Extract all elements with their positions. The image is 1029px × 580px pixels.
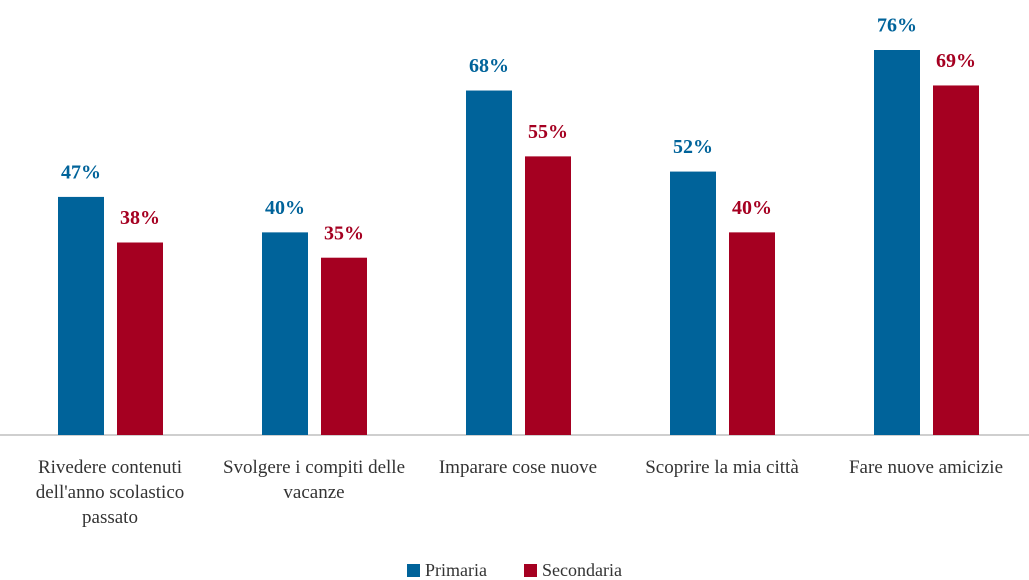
value-label: 40% — [732, 197, 772, 219]
bar — [525, 156, 571, 435]
value-label: 69% — [936, 50, 976, 72]
legend-swatch — [524, 564, 537, 577]
bar — [874, 50, 920, 435]
bar — [729, 232, 775, 435]
value-label: 55% — [528, 121, 568, 143]
value-label: 76% — [877, 15, 917, 37]
value-label: 68% — [469, 55, 509, 77]
x-tick-label: Svolgere i compiti delle vacanze — [222, 457, 406, 503]
x-tick-label: Fare nuove amicizie — [848, 457, 1004, 478]
legend-label: Primaria — [425, 560, 487, 580]
legend-label: Secondaria — [542, 560, 622, 580]
legend-item: Primaria — [407, 560, 487, 580]
value-label: 35% — [324, 222, 364, 244]
bar — [670, 171, 716, 435]
legend-swatch — [407, 564, 420, 577]
bar — [262, 232, 308, 435]
bar — [933, 85, 979, 436]
legend-item: Secondaria — [524, 560, 622, 580]
value-label: 47% — [61, 162, 101, 184]
bar — [117, 242, 163, 435]
bar — [466, 90, 512, 436]
value-label: 38% — [120, 207, 160, 229]
bar — [321, 257, 367, 435]
x-tick-label: Imparare cose nuove — [438, 457, 598, 478]
bar — [58, 196, 104, 435]
x-tick-label: Rivedere contenuti dell'anno scolastico … — [35, 457, 185, 528]
x-tick-label: Scoprire la mia città — [645, 457, 799, 478]
value-label: 40% — [265, 197, 305, 219]
value-label: 52% — [673, 136, 713, 158]
